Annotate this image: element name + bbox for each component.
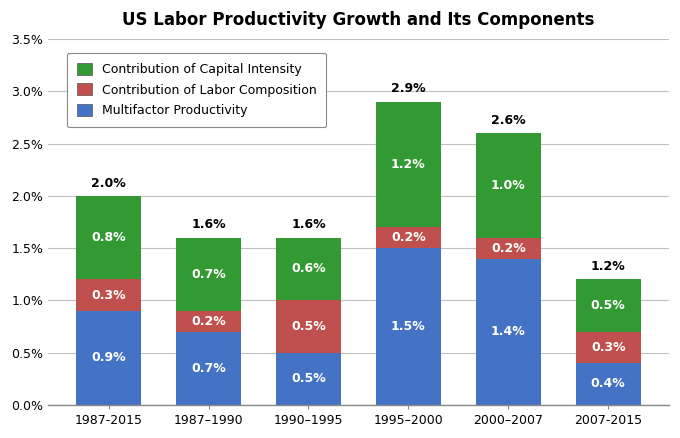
Text: 0.2%: 0.2%: [491, 242, 526, 254]
Text: 1.5%: 1.5%: [391, 320, 426, 333]
Text: 0.9%: 0.9%: [91, 351, 126, 364]
Bar: [76, 311, 141, 405]
Text: 2.0%: 2.0%: [91, 177, 126, 190]
Bar: [76, 196, 141, 279]
Bar: [276, 300, 341, 353]
Bar: [476, 133, 541, 237]
Bar: [176, 237, 241, 311]
Text: 0.5%: 0.5%: [591, 299, 626, 312]
Bar: [476, 258, 541, 405]
Bar: [376, 227, 441, 248]
Bar: [76, 279, 141, 311]
Bar: [476, 237, 541, 258]
Text: 0.2%: 0.2%: [391, 231, 426, 244]
Bar: [576, 279, 641, 332]
Bar: [276, 237, 341, 300]
Text: 0.3%: 0.3%: [91, 289, 126, 302]
Bar: [576, 363, 641, 405]
Text: 0.6%: 0.6%: [291, 262, 326, 276]
Text: 0.7%: 0.7%: [191, 268, 226, 281]
Text: 0.5%: 0.5%: [291, 372, 326, 385]
Text: 0.8%: 0.8%: [91, 231, 126, 244]
Bar: [276, 353, 341, 405]
Text: 1.6%: 1.6%: [191, 218, 226, 231]
Text: 1.6%: 1.6%: [291, 218, 326, 231]
Text: 0.7%: 0.7%: [191, 362, 226, 375]
Title: US Labor Productivity Growth and Its Components: US Labor Productivity Growth and Its Com…: [122, 11, 594, 29]
Text: 1.2%: 1.2%: [391, 158, 426, 171]
Text: 2.9%: 2.9%: [391, 82, 426, 95]
Text: 1.0%: 1.0%: [491, 179, 526, 192]
Text: 2.6%: 2.6%: [491, 114, 526, 127]
Bar: [176, 332, 241, 405]
Text: 1.4%: 1.4%: [491, 325, 526, 338]
Bar: [576, 332, 641, 363]
Text: 1.2%: 1.2%: [591, 260, 626, 273]
Text: 0.4%: 0.4%: [591, 378, 626, 390]
Bar: [376, 102, 441, 227]
Text: 0.3%: 0.3%: [591, 341, 626, 354]
Bar: [376, 248, 441, 405]
Text: 0.5%: 0.5%: [291, 320, 326, 333]
Bar: [176, 311, 241, 332]
Legend: Contribution of Capital Intensity, Contribution of Labor Composition, Multifacto: Contribution of Capital Intensity, Contr…: [67, 53, 326, 127]
Text: 0.2%: 0.2%: [191, 315, 226, 328]
